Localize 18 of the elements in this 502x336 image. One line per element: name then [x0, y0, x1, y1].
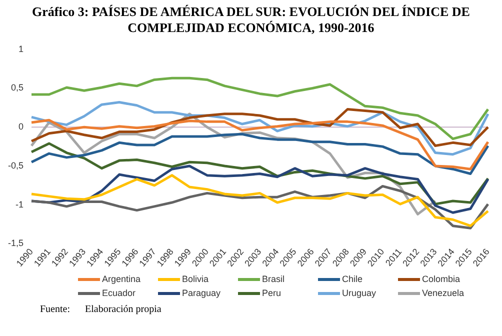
y-tick-label: 1	[18, 44, 24, 54]
legend-label: Ecuador	[102, 288, 136, 298]
legend-label: Bolivia	[182, 274, 209, 284]
y-tick-label: 0,5	[10, 82, 24, 93]
source-note: Fuente: Elaboración propia	[39, 304, 162, 315]
chart-title: Gráfico 3: PAÍSES DE AMÉRICA DEL SUR: EVOLUCIÓN DEL ÍNDICE DE COMPLEJIDAD ECONÓMICA, 1990-2016	[31, 3, 471, 36]
legend-label: Venezuela	[422, 288, 464, 298]
y-tick-label: -1	[15, 199, 24, 210]
y-tick-label: -1,5	[8, 238, 24, 248]
legend-label: Brasil	[262, 274, 285, 284]
legend-label: Colombia	[422, 274, 460, 284]
y-tick-label: 0	[18, 122, 24, 132]
y-tick-label: -0,5	[8, 160, 24, 170]
legend-label: Argentina	[102, 274, 141, 284]
legend-label: Paraguay	[182, 288, 221, 298]
legend-label: Chile	[342, 274, 363, 284]
legend-label: Uruguay	[342, 288, 376, 298]
legend-label: Peru	[262, 288, 282, 298]
